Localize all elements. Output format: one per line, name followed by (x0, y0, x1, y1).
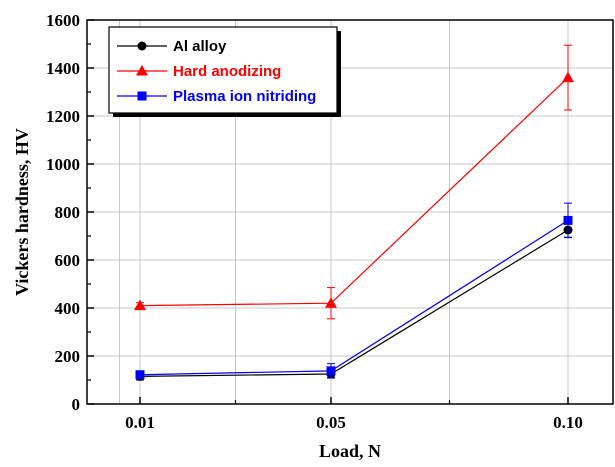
y-tick-label: 800 (55, 203, 81, 222)
data-point (326, 366, 336, 376)
legend: Al alloy Hard anodizing Plasma ion nitridi… (108, 26, 341, 117)
y-tick-label: 1000 (46, 155, 80, 174)
series-line (139, 229, 569, 377)
y-tick-labels: 0 200 400 600 800 1000 1200 1400 1600 (46, 11, 80, 414)
x-tick-label: 0.10 (553, 413, 583, 432)
series-al-alloy (135, 222, 573, 381)
y-tick-label: 1400 (46, 59, 80, 78)
y-tick-label: 600 (55, 251, 81, 270)
y-axis-title: Vickers hardness, HV (12, 128, 32, 296)
legend-label: Hard anodizing (173, 63, 281, 80)
data-point (135, 370, 145, 380)
data-point (325, 297, 337, 308)
x-tick-label: 0.01 (125, 413, 155, 432)
series-hard-anodizing (134, 44, 574, 320)
y-tick-label: 400 (55, 299, 81, 318)
x-tick-labels: 0.01 0.05 0.10 (125, 413, 583, 432)
y-tick-label: 1200 (46, 107, 80, 126)
legend-marker (136, 65, 148, 76)
data-point (562, 71, 574, 83)
series-layer (134, 44, 574, 381)
x-axis-title: Load, N (319, 441, 381, 461)
legend-box (108, 26, 338, 114)
data-point (134, 299, 146, 311)
legend-label: Plasma ion nitriding (173, 88, 316, 105)
data-point (563, 215, 573, 225)
axis-ticks (87, 19, 569, 405)
x-tick-label: 0.05 (316, 413, 346, 432)
y-tick-label: 200 (55, 347, 81, 366)
legend-marker (137, 41, 147, 51)
y-tick-label: 0 (72, 395, 81, 414)
series-line (139, 219, 569, 376)
y-tick-label: 1600 (46, 11, 80, 30)
series-plasma-ion-nitriding (135, 202, 573, 380)
legend-label: Al alloy (173, 38, 227, 55)
legend-marker (137, 91, 147, 101)
